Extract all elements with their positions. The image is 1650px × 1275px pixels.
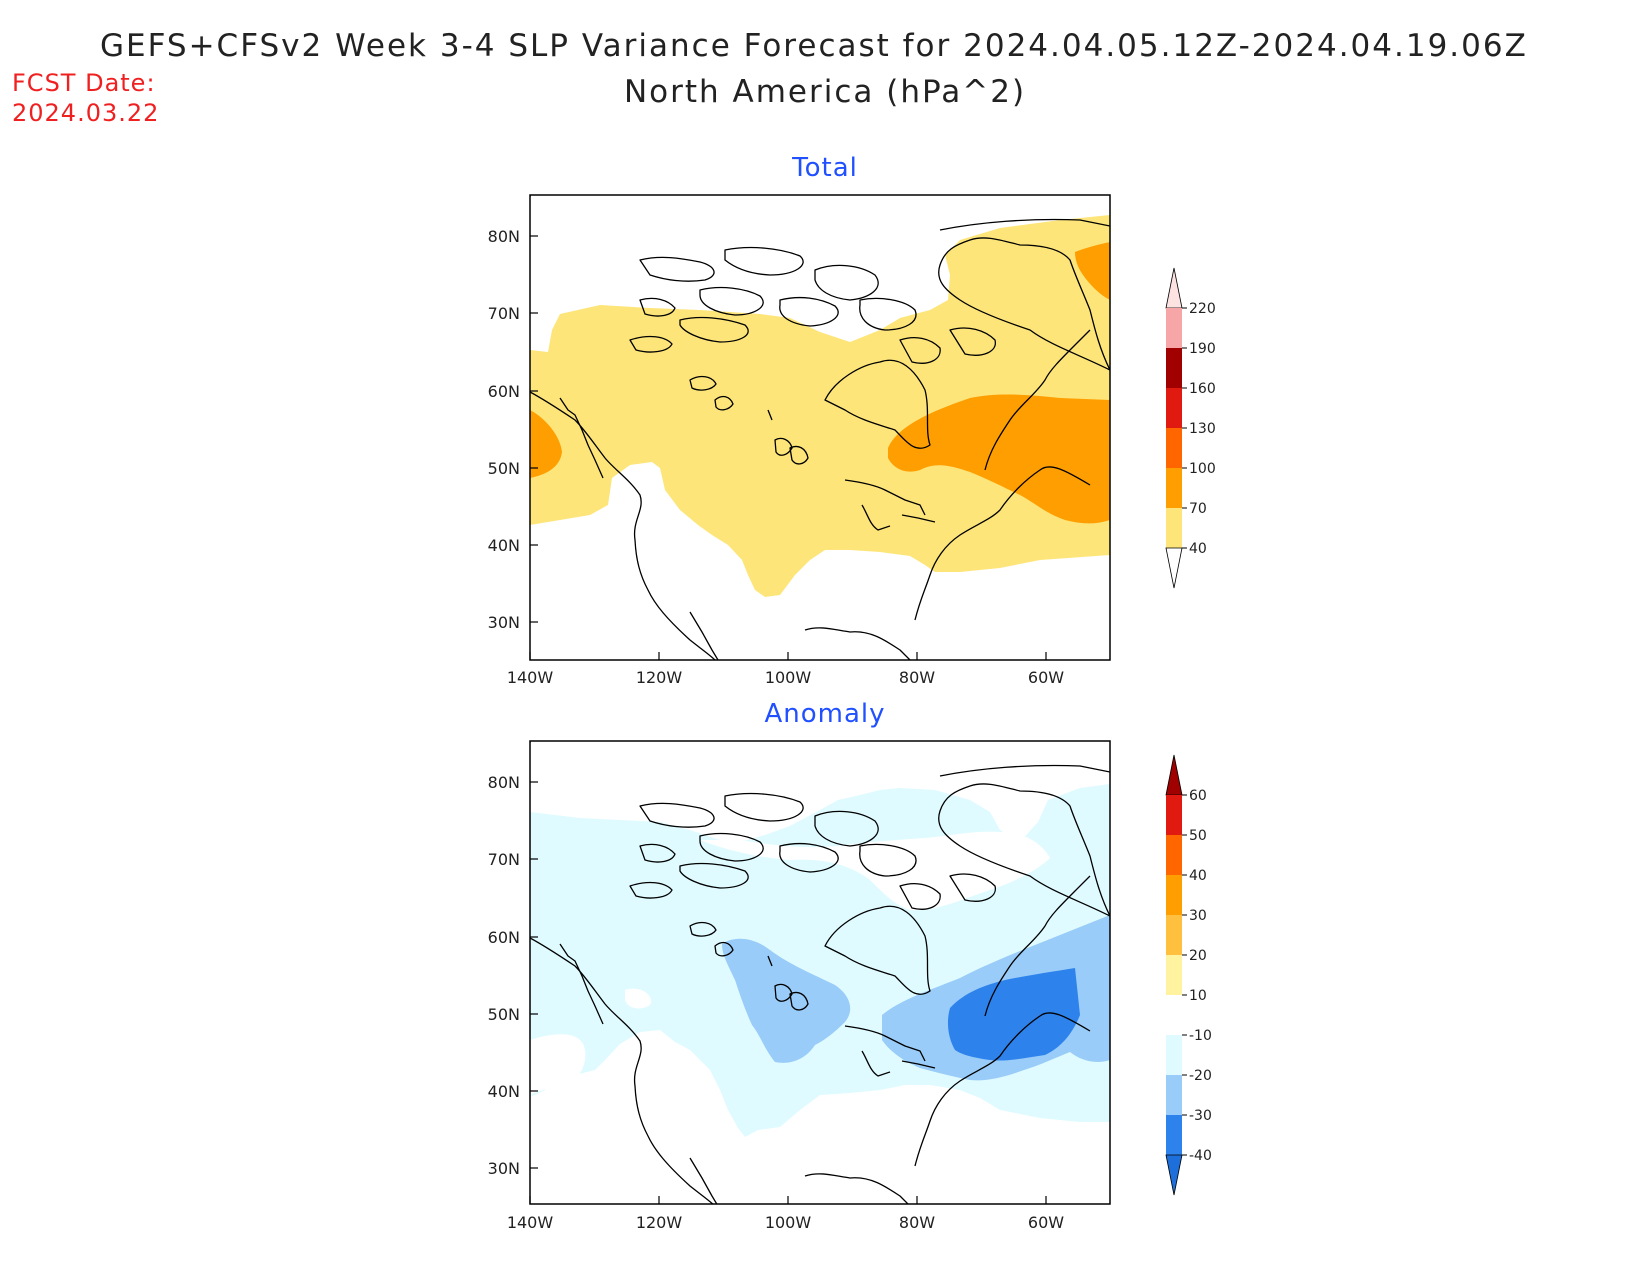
anomaly-colorbar-label: 60	[1189, 788, 1207, 804]
anomaly-colorbar-label: -20	[1189, 1068, 1212, 1084]
total-contour-40	[530, 215, 1110, 597]
total-colorbar-label: 70	[1189, 501, 1207, 517]
anomaly-colorbar-label: 20	[1189, 948, 1207, 964]
anomaly-colorbar-swatch	[1166, 1075, 1182, 1115]
anomaly-lon-label-80w: 80W	[899, 1213, 935, 1232]
anomaly-lat-label-70n: 70N	[488, 850, 520, 869]
fcst-date-label: FCST Date:	[12, 69, 156, 97]
total-map-frame	[529, 194, 1111, 661]
anomaly-colorbar-swatch	[1166, 1115, 1182, 1155]
anomaly-lat-label-80n: 80N	[488, 773, 520, 792]
anomaly-colorbar-label: -10	[1189, 1028, 1212, 1044]
anomaly-colorbar-label: 50	[1189, 828, 1207, 844]
anomaly-colorbar-swatch	[1166, 875, 1182, 915]
anomaly-lat-label-30n: 30N	[488, 1159, 520, 1178]
anomaly-colorbar-label: -40	[1189, 1148, 1212, 1164]
anomaly-lon-label-120w: 120W	[636, 1213, 683, 1232]
total-colorbar-bottom-arrow	[1165, 547, 1183, 589]
anomaly-lat-label-40n: 40N	[488, 1082, 520, 1101]
total-colorbar-label: 220	[1189, 301, 1216, 317]
total-colorbar-label: 160	[1189, 381, 1216, 397]
anomaly-colorbar-label: 40	[1189, 868, 1207, 884]
anomaly-colorbar-swatch	[1166, 955, 1182, 995]
total-lon-label-100w: 100W	[765, 668, 812, 687]
total-colorbar-label: 130	[1189, 421, 1216, 437]
total-colorbar-swatch	[1166, 428, 1182, 468]
anomaly-colorbar-swatch	[1166, 795, 1182, 835]
total-contour-70-greenland	[1075, 242, 1110, 300]
total-panel-title: Total	[792, 153, 858, 183]
anomaly-colorbar-swatch	[1166, 995, 1182, 1035]
total-colorbar-swatch	[1166, 468, 1182, 508]
total-map	[530, 195, 1110, 660]
anomaly-colorbar-label: -30	[1189, 1108, 1212, 1124]
anomaly-lat-label-60n: 60N	[488, 928, 520, 947]
total-contour-70-west	[530, 410, 562, 478]
anomaly-colorbar-top-arrow	[1165, 754, 1183, 796]
total-colorbar-top-arrow	[1165, 267, 1183, 309]
total-lat-label-80n: 80N	[488, 227, 520, 246]
main-title: GEFS+CFSv2 Week 3-4 SLP Variance Forecas…	[100, 28, 1528, 64]
anomaly-colorbar-label: 30	[1189, 908, 1207, 924]
total-colorbar-label: 100	[1189, 461, 1216, 477]
anomaly-contour-30	[947, 968, 1080, 1061]
total-lon-label-140w: 140W	[507, 668, 554, 687]
anomaly-contour-20-west	[722, 938, 851, 1063]
anomaly-colorbar-swatch	[1166, 1035, 1182, 1075]
total-colorbar-swatch	[1166, 308, 1182, 348]
total-lat-label-40n: 40N	[488, 536, 520, 555]
total-colorbar-label: 40	[1189, 541, 1207, 557]
total-lon-label-120w: 120W	[636, 668, 683, 687]
total-lat-label-30n: 30N	[488, 613, 520, 632]
anomaly-colorbar-bottom-arrow	[1165, 1154, 1183, 1196]
anomaly-lon-label-60w: 60W	[1028, 1213, 1064, 1232]
anomaly-panel-title: Anomaly	[764, 699, 886, 729]
anomaly-lon-label-140w: 140W	[507, 1213, 554, 1232]
total-colorbar-swatch	[1166, 348, 1182, 388]
anomaly-map	[530, 741, 1110, 1204]
total-lon-label-80w: 80W	[899, 668, 935, 687]
total-lat-label-70n: 70N	[488, 304, 520, 323]
total-colorbar: 220 190 160 130 100 70 40	[1165, 267, 1216, 589]
anomaly-map-frame	[529, 740, 1111, 1205]
anomaly-colorbar-swatch	[1166, 915, 1182, 955]
anomaly-colorbar: 60 50 40 30 20 10 -10 -20 -30 -40	[1165, 754, 1212, 1196]
total-lat-label-50n: 50N	[488, 459, 520, 478]
anomaly-colorbar-label: 10	[1189, 988, 1207, 1004]
forecast-date-block: FCST Date: 2024.03.22	[12, 68, 159, 128]
total-lat-label-60n: 60N	[488, 382, 520, 401]
fcst-date-value: 2024.03.22	[12, 99, 160, 127]
total-colorbar-swatch	[1166, 388, 1182, 428]
total-colorbar-swatch	[1166, 508, 1182, 548]
total-axis	[529, 235, 1047, 660]
total-lon-label-60w: 60W	[1028, 668, 1064, 687]
anomaly-lat-label-50n: 50N	[488, 1005, 520, 1024]
anomaly-lon-label-100w: 100W	[765, 1213, 812, 1232]
total-colorbar-label: 190	[1189, 341, 1216, 357]
anomaly-colorbar-swatch	[1166, 835, 1182, 875]
main-subtitle: North America (hPa^2)	[623, 74, 1027, 110]
total-contour-70-east	[888, 394, 1110, 524]
anomaly-axis	[529, 781, 1047, 1204]
